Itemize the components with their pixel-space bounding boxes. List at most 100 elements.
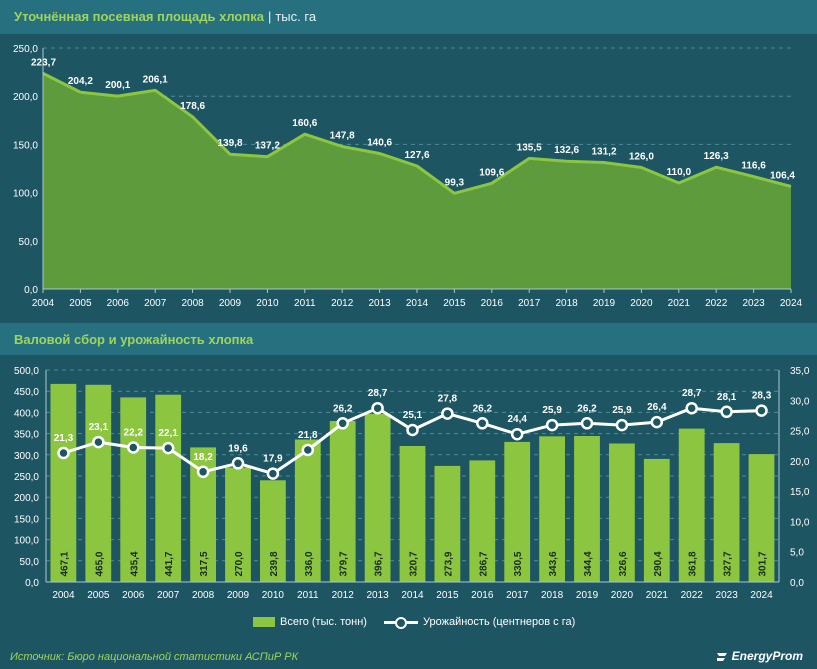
- area-value-label: 223,7: [31, 57, 56, 68]
- right-y-tick-label: 5,0: [790, 548, 804, 559]
- yield-marker: [580, 417, 594, 430]
- bar: [50, 383, 77, 582]
- legend-total-label: Всего (тыс. тонн): [280, 616, 367, 628]
- bar: [504, 441, 531, 582]
- bar: [329, 421, 356, 582]
- bar: [678, 428, 705, 582]
- sown-area-chart: 0,0 50,0 100,0 150,0 200,0 250,0 2004 223,7 2005…: [13, 44, 803, 309]
- bar: [748, 454, 775, 582]
- yield-value-label: 28,7: [368, 388, 388, 399]
- top-x-tick-label: 2019: [593, 298, 616, 309]
- bar-value-label: 273,9: [443, 551, 454, 576]
- brand-name: EnergyProm: [731, 649, 803, 663]
- bar-value-label: 330,5: [513, 551, 524, 576]
- bar-value-label: 344,4: [583, 551, 594, 576]
- bottom-x-tick-label: 2006: [122, 590, 145, 601]
- area-line: [42, 72, 792, 195]
- yield-value-label: 25,9: [542, 405, 562, 416]
- energyprom-logo-icon: [716, 652, 727, 661]
- bottom-x-tick-label: 2017: [506, 590, 529, 601]
- yield-marker: [510, 427, 524, 441]
- top-x-tick-label: 2010: [256, 298, 279, 309]
- left-y-tick-label: 300,0: [14, 451, 39, 462]
- bar: [713, 443, 740, 582]
- bottom-x-tick-label: 2005: [87, 590, 110, 601]
- yield-marker: [685, 401, 698, 415]
- bar: [364, 413, 391, 582]
- top-y-tick-label: 150,0: [13, 140, 38, 151]
- bar-value-label: 301,7: [758, 551, 769, 576]
- legend-line-swatch: [384, 617, 418, 630]
- top-x-tick-label: 2021: [668, 298, 691, 309]
- left-y-tick-label: 250,0: [14, 472, 39, 483]
- yield-value-label: 25,9: [612, 405, 632, 416]
- yield-marker: [545, 418, 559, 432]
- bar-value-label: 317,5: [199, 551, 210, 576]
- yield-value-label: 26,2: [333, 403, 353, 414]
- bar: [260, 480, 286, 582]
- top-y-tick-label: 250,0: [13, 44, 38, 55]
- area-value-label: 126,0: [629, 152, 654, 163]
- bar-value-label: 290,4: [653, 551, 664, 576]
- bottom-x-tick-label: 2009: [227, 590, 250, 601]
- title-separator: |: [267, 9, 272, 24]
- yield-marker: [266, 467, 280, 480]
- top-x-tick-label: 2011: [294, 298, 316, 309]
- yield-marker: [371, 401, 384, 415]
- left-y-tick-label: 150,0: [14, 514, 39, 525]
- area-value-label: 126,3: [704, 151, 729, 162]
- yield-marker: [720, 405, 733, 419]
- top-y-tick-label: 100,0: [13, 189, 38, 200]
- area-value-label: 135,5: [517, 142, 542, 153]
- bar: [574, 436, 600, 582]
- bar: [539, 436, 565, 582]
- bottom-x-tick-label: 2019: [576, 590, 599, 601]
- bar-value-label: 286,7: [478, 551, 489, 576]
- top-x-tick-label: 2024: [780, 298, 803, 309]
- left-y-tick-label: 400,0: [14, 408, 39, 419]
- bottom-x-tick-label: 2021: [646, 590, 669, 601]
- yield-marker: [231, 457, 245, 470]
- bar-value-label: 467,1: [59, 551, 70, 576]
- area-value-label: 178,6: [180, 101, 205, 112]
- top-y-tick-label: 50,0: [19, 237, 39, 248]
- left-y-tick-label: 450,0: [14, 387, 39, 398]
- yield-marker: [336, 417, 349, 430]
- left-y-tick-label: 200,0: [14, 493, 39, 504]
- area-value-label: 160,6: [292, 118, 317, 129]
- yield-value-label: 28,1: [717, 392, 737, 403]
- yield-marker: [476, 417, 489, 430]
- bottom-x-tick-label: 2020: [611, 590, 634, 601]
- right-y-tick-label: 0,0: [790, 578, 804, 589]
- yield-value-label: 23,1: [89, 422, 109, 433]
- left-y-tick-label: 0,0: [25, 578, 39, 589]
- area-value-label: 137,2: [255, 141, 280, 152]
- left-y-tick-label: 350,0: [14, 430, 39, 441]
- right-y-tick-label: 20,0: [790, 457, 810, 468]
- area-value-label: 206,1: [143, 74, 168, 85]
- bar-value-label: 326,6: [618, 551, 629, 576]
- yield-value-label: 22,1: [158, 428, 178, 439]
- yield-marker: [615, 418, 629, 432]
- bar: [225, 467, 251, 582]
- bottom-chart-title: Валовой сбор и урожайность хлопка: [14, 332, 254, 347]
- yield-marker: [755, 404, 768, 417]
- chart-legend: Всего (тыс. тонн) Урожайность (центнеров…: [0, 616, 817, 634]
- bar: [609, 443, 635, 582]
- right-y-tick-label: 35,0: [790, 366, 810, 377]
- right-y-tick-label: 15,0: [790, 487, 810, 498]
- bottom-chart-header: Валовой сбор и урожайность хлопка: [0, 323, 817, 355]
- yield-marker: [406, 423, 419, 437]
- area-value-label: 131,2: [591, 147, 616, 158]
- legend-item-yield: Урожайность (центнеров с га): [384, 616, 575, 630]
- yield-value-label: 26,2: [577, 403, 597, 414]
- area-value-label: 116,6: [741, 161, 766, 172]
- bottom-x-tick-label: 2024: [750, 590, 773, 601]
- bar-value-label: 270,0: [234, 551, 245, 576]
- top-x-tick-label: 2020: [630, 298, 653, 309]
- area-value-label: 106,4: [770, 170, 795, 181]
- right-y-tick-label: 10,0: [790, 517, 810, 528]
- bar-value-label: 379,7: [339, 551, 350, 576]
- bottom-x-tick-label: 2008: [192, 590, 215, 601]
